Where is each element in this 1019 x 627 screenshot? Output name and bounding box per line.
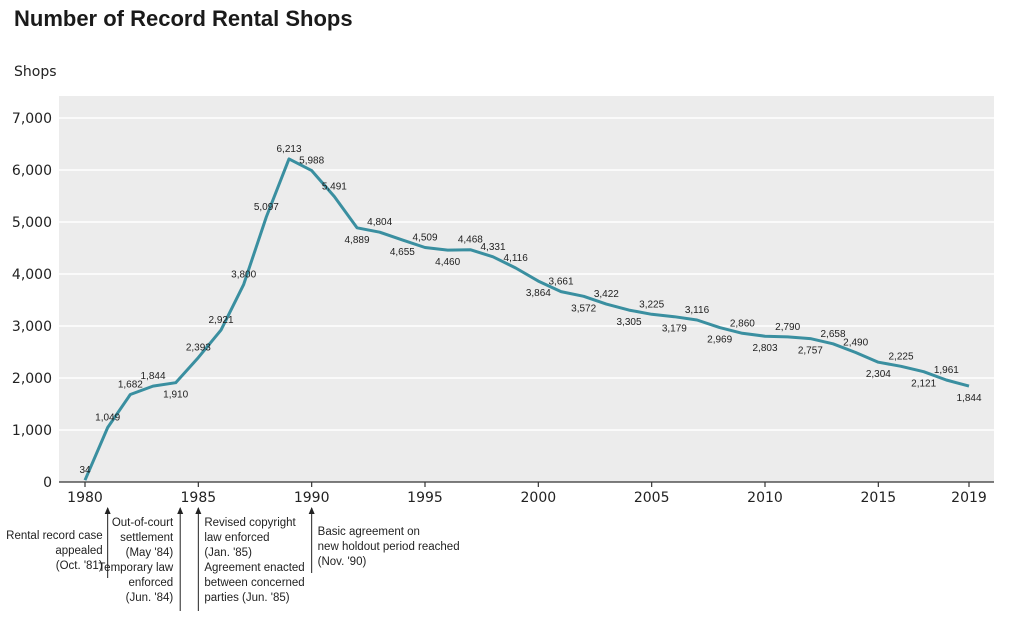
x-tick-label: 2005: [634, 490, 670, 506]
data-label: 3,305: [616, 317, 641, 328]
data-label: 5,988: [299, 156, 324, 167]
data-label: 2,790: [775, 322, 800, 333]
data-label: 4,331: [480, 242, 505, 253]
data-label: 1,682: [118, 380, 143, 391]
plot-background: [59, 96, 994, 482]
data-label: 4,889: [344, 235, 369, 246]
data-label: 4,509: [412, 233, 437, 244]
x-tick-label: 1990: [294, 490, 330, 506]
data-label: 3,572: [571, 303, 596, 314]
data-label: 3,800: [231, 269, 256, 280]
annotation-arrows: [104, 507, 315, 611]
data-label: 2,860: [730, 318, 755, 329]
x-tick-label: 2015: [861, 490, 897, 506]
y-axis: 0 1,000 2,000 3,000 4,000 5,000 6,000 7,000: [12, 111, 52, 491]
y-tick-label: 1,000: [12, 423, 52, 439]
data-label: 1,961: [934, 365, 959, 376]
x-tick-label: 2010: [747, 490, 783, 506]
data-label: 3,864: [526, 288, 551, 299]
x-tick-label: 2019: [951, 490, 987, 506]
data-label: 4,460: [435, 257, 460, 268]
y-axis-label: Shops: [14, 64, 57, 80]
data-label: 3,116: [685, 305, 710, 316]
data-label: 1,844: [956, 393, 981, 404]
data-label: 3,179: [662, 324, 687, 335]
chart-title: Number of Record Rental Shops: [14, 6, 353, 31]
y-tick-label: 2,000: [12, 371, 52, 387]
data-label: 5,491: [322, 181, 347, 192]
y-tick-label: 7,000: [12, 111, 52, 127]
annotation-text: Rental record case appealed (Oct. '81): [6, 530, 103, 572]
data-label: 3,225: [639, 299, 664, 310]
data-label: 1,844: [140, 371, 165, 382]
annotation-text: Basic agreement on new holdout period re…: [317, 526, 460, 568]
annotation-arrow-head: [177, 507, 184, 514]
data-series: 341,0491,6821,8441,9102,3932,9213,8005,0…: [79, 144, 982, 481]
series-line: [83, 157, 970, 481]
data-label: 2,121: [911, 379, 936, 390]
annotation-text: Revised copyright law enforced (Jan. '85…: [204, 517, 305, 604]
data-label: 5,097: [254, 202, 279, 213]
y-tick-label: 4,000: [12, 267, 52, 283]
y-tick-label: 3,000: [12, 319, 52, 335]
data-label: 2,225: [888, 351, 913, 362]
data-label: 3,661: [548, 277, 573, 288]
y-tick-label: 6,000: [12, 163, 52, 179]
data-label: 4,468: [458, 235, 483, 246]
data-label: 2,490: [843, 338, 868, 349]
data-label: 1,910: [163, 390, 188, 401]
data-label: 2,658: [820, 329, 845, 340]
y-tick-label: 0: [43, 475, 52, 491]
data-label: 4,804: [367, 217, 392, 228]
annotation-text: Out-of-court settlement (May '84) Tempor…: [98, 517, 174, 604]
data-label: 1,049: [95, 412, 120, 423]
data-label: 2,393: [186, 343, 211, 354]
y-tick-label: 5,000: [12, 215, 52, 231]
data-label: 34: [79, 465, 91, 476]
x-axis: 1980 1985 1990 1995 2000 2005 2010 2015 2019: [59, 481, 994, 506]
data-label: 6,213: [276, 144, 301, 155]
data-label: 4,116: [504, 253, 529, 264]
data-label: 2,969: [707, 335, 732, 346]
x-tick-label: 2000: [521, 490, 557, 506]
annotation-arrow-head: [308, 507, 315, 514]
x-tick-label: 1995: [407, 490, 443, 506]
data-label: 2,304: [866, 369, 891, 380]
data-label: 2,757: [798, 346, 823, 357]
data-label: 3,422: [594, 289, 619, 300]
annotation-arrow-head: [104, 507, 111, 514]
x-tick-label: 1980: [67, 490, 103, 506]
annotation-arrow-head: [195, 507, 202, 514]
data-label: 4,655: [390, 247, 415, 258]
x-tick-label: 1985: [181, 490, 217, 506]
data-label: 2,921: [208, 315, 233, 326]
data-label: 2,803: [752, 343, 777, 354]
